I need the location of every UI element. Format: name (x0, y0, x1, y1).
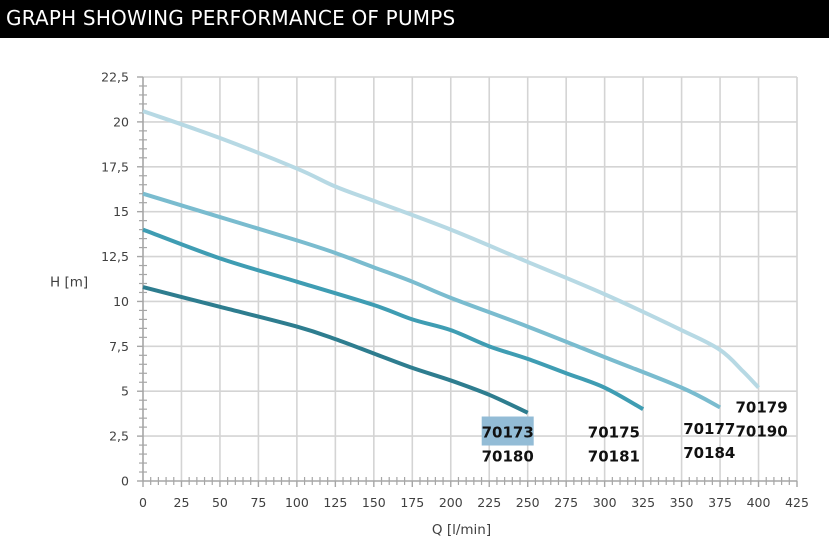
series-line-70177 (142, 191, 721, 410)
series-label-70175: 70175 (588, 424, 640, 442)
y-tick-label: 15 (113, 204, 129, 219)
series-line-70179 (142, 109, 760, 390)
series-label-70177: 70177 (683, 420, 735, 438)
title-bar: GRAPH SHOWING PERFORMANCE OF PUMPS (0, 0, 829, 38)
y-tick-label: 2,5 (109, 429, 129, 444)
series-label-highlight (481, 416, 534, 446)
x-tick-label: 75 (250, 495, 266, 510)
x-tick-label: 100 (285, 495, 309, 510)
series-line-70173 (142, 285, 529, 415)
series-label-70180: 70180 (482, 448, 534, 466)
x-tick-label: 50 (212, 495, 228, 510)
x-tick-label: 325 (631, 495, 655, 510)
page-title: GRAPH SHOWING PERFORMANCE OF PUMPS (6, 6, 456, 30)
y-tick-label: 12,5 (101, 249, 129, 264)
series-label-70173: 70173 (482, 424, 534, 442)
axes: 0 25 50 75 100 125 150 175 200 225 250 275 300 325 350… (101, 70, 809, 511)
y-tick-label: 22,5 (101, 70, 129, 85)
x-tick-label: 150 (362, 495, 386, 510)
series-line-70175 (142, 227, 645, 411)
x-tick-label: 200 (439, 495, 463, 510)
series-label-70184: 70184 (683, 444, 735, 462)
y-tick-label: 20 (113, 114, 129, 129)
series-label-70181: 70181 (588, 448, 640, 466)
x-axis-title: Q [l/min] (432, 522, 491, 538)
x-tick-label: 125 (323, 495, 347, 510)
series-label-70179: 70179 (736, 398, 788, 416)
y-tick-label: 0 (121, 474, 129, 489)
y-axis-title: H [m] (50, 275, 88, 291)
x-tick-label: 350 (670, 495, 694, 510)
x-tick-label: 250 (516, 495, 540, 510)
x-tick-label: 0 (139, 495, 147, 510)
series-label-70190: 70190 (736, 422, 788, 440)
x-tick-label: 400 (747, 495, 771, 510)
series-lines (142, 109, 760, 415)
x-tick-label: 375 (708, 495, 732, 510)
y-tick-label: 7,5 (109, 339, 129, 354)
x-tick-label: 225 (477, 495, 501, 510)
x-tick-label: 175 (400, 495, 424, 510)
y-tick-label: 10 (113, 294, 129, 309)
y-tick-label: 17,5 (101, 159, 129, 174)
x-tick-label: 275 (554, 495, 578, 510)
x-tick-label: 25 (174, 495, 190, 510)
series-labels: 70173 70180 70175 70181 70177 70184 70179 70190 (482, 398, 788, 465)
y-tick-label: 5 (121, 384, 129, 399)
x-tick-label: 300 (593, 495, 617, 510)
x-tick-label: 425 (785, 495, 809, 510)
grid (143, 76, 798, 481)
